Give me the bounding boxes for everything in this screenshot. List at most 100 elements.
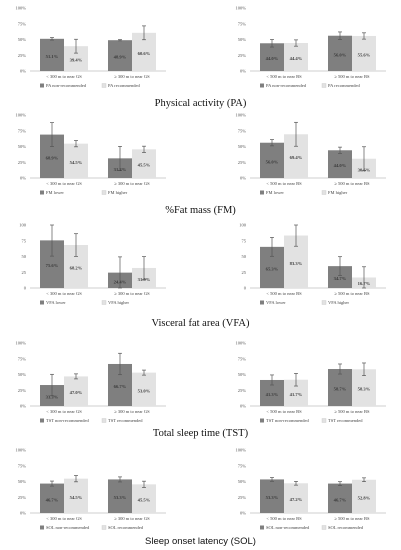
y-tick-label: 75% [18,21,27,26]
legend-label: FM higher [108,190,128,195]
data-label: 33.3% [46,395,59,400]
bar [328,35,352,71]
category-label: ≥ 300 m to near GS [114,516,150,521]
bar [108,40,132,71]
category-label: ≥ 500 m to near BS [334,409,370,414]
section-title-fm: %Fat mass (FM) [165,205,236,216]
y-tick-label: 100 [19,223,27,228]
y-tick-label: 25% [18,388,27,393]
data-label: 54.5% [70,495,83,500]
legend-swatch [101,190,107,195]
bar [284,483,308,513]
category-label: ≥ 500 m to near BS [334,74,370,79]
legend-label: PA non-recommended [46,83,87,88]
y-tick-label: 25% [18,53,27,58]
data-label: 47.0% [70,390,83,395]
category-label: ≥ 500 m to near BS [334,181,370,186]
category-label: ≥ 300 m to near GS [114,409,150,414]
data-label: 47.2% [290,497,303,502]
y-tick-label: 50% [238,144,247,149]
y-tick-label: 25% [238,53,247,58]
legend-label: SOL recommended [108,525,144,530]
legend-swatch [40,300,44,305]
legend-label: TST recommended [108,418,143,423]
y-tick-label: 100% [236,113,247,118]
y-tick-label: 50% [18,144,27,149]
bar [328,266,352,288]
y-tick-label: 75 [22,238,27,243]
bar [328,150,352,178]
legend-swatch [260,190,264,195]
bar [40,483,64,513]
y-tick-label: 25% [238,160,247,165]
data-label: 65.3% [266,266,279,271]
legend-swatch [40,190,44,195]
legend-label: VFA lower [266,300,286,305]
y-tick-label: 100% [16,341,27,346]
data-label: 51.1% [46,54,59,59]
legend-swatch [101,83,107,88]
legend-label: VFA higher [108,300,130,305]
data-label: 31.2% [114,167,127,172]
data-label: 46.7% [46,497,59,502]
legend-label: PA non-recommended [266,83,307,88]
bar [40,38,64,71]
category-label: ≥ 500 m to near BS [334,516,370,521]
y-tick-label: 50% [18,479,27,484]
legend-label: SOL non-recommended [46,525,90,530]
legend-label: VFA lower [46,300,66,305]
data-label: 41.7% [290,392,303,397]
section-title-sol: Sleep onset latency (SOL) [145,536,256,547]
data-label: 68.2% [70,266,83,271]
legend-swatch [321,525,327,530]
bar [328,369,352,406]
legend-swatch [321,418,327,423]
legend-label: VFA higher [328,300,350,305]
data-label: 44.0% [266,56,279,61]
data-label: 44.0% [334,163,347,168]
y-tick-label: 0% [240,176,246,181]
category-label: < 300 m to near GS [46,409,82,414]
legend-label: FM lower [266,190,284,195]
y-tick-label: 75% [238,21,247,26]
legend-swatch [321,190,327,195]
legend-swatch [260,300,264,305]
bar [260,43,284,71]
legend-label: TST non-recommended [46,418,90,423]
y-tick-label: 0% [240,69,246,74]
data-label: 83.3% [290,261,303,266]
data-label: 58.3% [358,387,371,392]
legend-label: FM lower [46,190,64,195]
legend-swatch [321,300,327,305]
legend-swatch [101,300,107,305]
bar [108,479,132,513]
bar [260,142,284,178]
legend-label: SOL recommended [328,525,364,530]
data-label: 66.7% [114,384,127,389]
data-label: 56.0% [334,52,347,57]
legend-label: TST recommended [328,418,363,423]
category-label: < 300 m to near GS [46,291,82,296]
y-tick-label: 25 [22,270,27,275]
data-label: 31.8% [138,277,151,282]
legend-swatch [260,83,264,88]
y-tick-label: 100% [16,448,27,453]
y-tick-label: 100% [236,448,247,453]
legend-swatch [260,418,264,423]
y-tick-label: 75% [18,356,27,361]
y-tick-label: 0% [240,511,246,516]
data-label: 34.7% [334,276,347,281]
category-label: < 500 m to near BS [266,409,302,414]
data-label: 53.3% [114,495,127,500]
category-label: ≥ 300 m to near GS [114,291,150,296]
data-label: 46.7% [334,497,347,502]
category-label: < 500 m to near BS [266,74,302,79]
y-tick-label: 100% [236,341,247,346]
y-tick-label: 0% [240,404,246,409]
data-label: 68.9% [46,155,59,160]
category-label: < 500 m to near BS [266,181,302,186]
y-tick-label: 50 [22,254,27,259]
section-title-vfa: Visceral fat area (VFA) [151,318,250,329]
data-label: 55.6% [358,52,371,57]
